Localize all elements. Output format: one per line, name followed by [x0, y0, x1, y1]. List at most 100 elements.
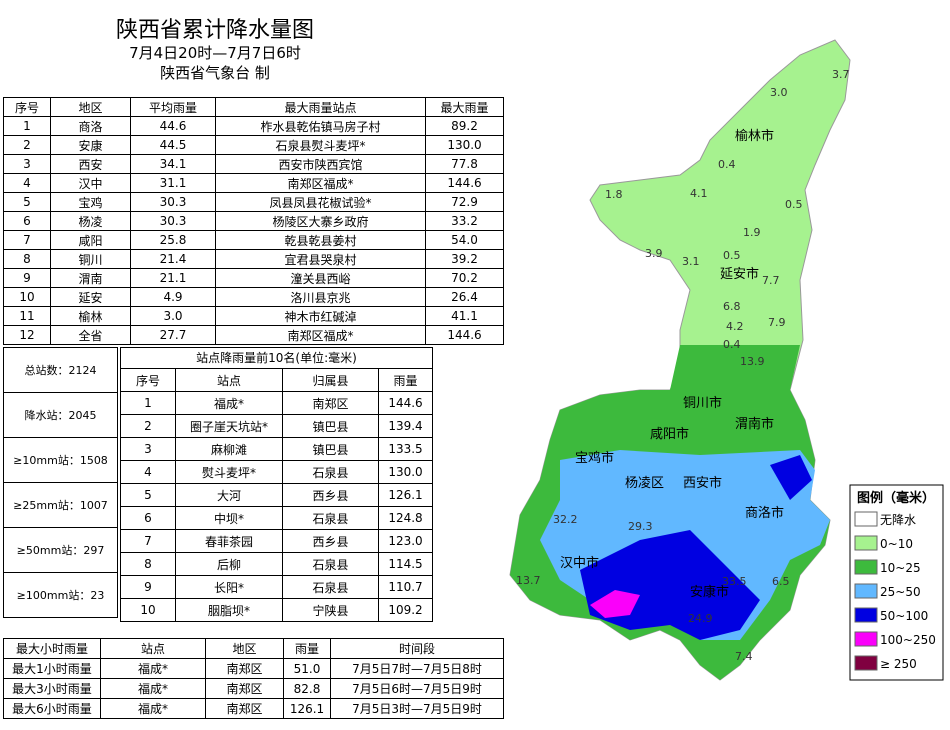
station-value: 6.8 [723, 300, 741, 313]
legend-swatch [854, 535, 878, 551]
table-row: 6 中坝* 石泉县 124.8 [120, 506, 433, 530]
city-label: 咸阳市 [650, 426, 689, 442]
table-cell: 宜君县哭泉村 [215, 249, 426, 269]
table-cell: 麻柳滩 [175, 437, 283, 461]
table-cell: 10 [120, 598, 176, 622]
zone-100-250 [590, 590, 640, 618]
station-value: 3.0 [770, 86, 788, 99]
station-value: 3.7 [832, 68, 850, 81]
table-cell: 7月5日7时—7月5日8时 [330, 658, 504, 679]
table-cell: 2 [3, 135, 51, 155]
station-value: 33.5 [722, 575, 747, 588]
station-value: 13.7 [516, 574, 541, 587]
station-value: 7.7 [762, 274, 780, 287]
table-cell: 4.9 [130, 287, 216, 307]
station-value: 29.3 [628, 520, 653, 533]
table-cell: 3 [120, 437, 176, 461]
table-cell: 最大雨量 [425, 97, 504, 117]
city-label: 宝鸡市 [575, 450, 614, 466]
table-cell: 11 [3, 306, 51, 326]
table-cell: 南郑区福成* [215, 173, 426, 193]
city-label: 西安市 [683, 475, 722, 491]
table-cell: 石泉县 [282, 506, 379, 530]
table-row: 10 胭脂坝* 宁陕县 109.2 [120, 598, 433, 622]
table-cell: 126.1 [378, 483, 433, 507]
table-cell: 长阳* [175, 575, 283, 599]
table-cell: 福成* [100, 698, 206, 719]
summary-cell: 降水站：2045 [3, 392, 118, 438]
city-label: 杨凌区 [625, 476, 664, 491]
table-cell: 杨陵区大寨乡政府 [215, 211, 426, 231]
legend-label: 25~50 [880, 585, 921, 599]
table-cell: 后柳 [175, 552, 283, 576]
legend-label: ≥ 250 [880, 657, 917, 671]
title: 陕西省累计降水量图 [115, 18, 314, 43]
table-cell: 30.3 [130, 192, 216, 212]
table-cell: 西安 [50, 154, 131, 174]
table-cell: 雨量 [378, 368, 433, 392]
table-cell: 神木市红碱淖 [215, 306, 426, 326]
table-cell: 144.6 [378, 391, 433, 415]
table-cell: 144.6 [425, 173, 504, 193]
table-cell: 133.5 [378, 437, 433, 461]
table-row: 2 安康 44.5 石泉县熨斗麦坪* 130.0 [3, 135, 504, 155]
table-cell: 渭南 [50, 268, 131, 288]
table-cell: 最大6小时雨量 [3, 698, 101, 719]
top10-table: 站点降雨量前10名(单位:毫米) 序号 站点 归属县 雨量 1 福成* 南郑区 144.6 2 圈子… [120, 347, 433, 622]
table-cell: 8 [120, 552, 176, 576]
table-cell: 最大小时雨量 [3, 638, 101, 659]
table-cell: 福成* [100, 658, 206, 679]
table-cell: 144.6 [425, 325, 504, 345]
table-cell: 123.0 [378, 529, 433, 553]
table-cell: 26.4 [425, 287, 504, 307]
table-cell: 9 [120, 575, 176, 599]
table-cell: 杨凌 [50, 211, 131, 231]
table-row: 最大1小时雨量 福成* 南郑区 51.0 7月5日7时—7月5日8时 [3, 658, 504, 679]
table-cell: 全省 [50, 325, 131, 345]
table-cell: 归属县 [282, 368, 379, 392]
table-row: 1 福成* 南郑区 144.6 [120, 391, 433, 415]
table-cell: 中坝* [175, 506, 283, 530]
table-cell: 安康 [50, 135, 131, 155]
table-cell: 6 [120, 506, 176, 530]
table-cell: 1 [3, 116, 51, 136]
city-label: 渭南市 [735, 416, 774, 432]
table-row: 3 西安 34.1 西安市陕西宾馆 77.8 [3, 154, 504, 174]
table-cell: 石泉县 [282, 552, 379, 576]
table-cell: 21.4 [130, 249, 216, 269]
zone-50-100 [770, 455, 812, 500]
station-value: 24.9 [688, 612, 713, 625]
table-cell: 7 [120, 529, 176, 553]
zone-25-50 [540, 450, 830, 640]
table-row: 最大3小时雨量 福成* 南郑区 82.8 7月5日6时—7月5日9时 [3, 678, 504, 699]
table-row: 4 汉中 31.1 南郑区福成* 144.6 [3, 173, 504, 193]
table-cell: 114.5 [378, 552, 433, 576]
table-cell: 汉中 [50, 173, 131, 193]
table-row: 最大6小时雨量 福成* 南郑区 126.1 7月5日3时—7月5日9时 [3, 698, 504, 719]
station-value: 0.4 [718, 158, 736, 171]
table-cell: 宁陕县 [282, 598, 379, 622]
station-value: 7.4 [735, 650, 753, 663]
summary-table: 总站数：2124 降水站：2045 ≥10mm站：1508 ≥25mm站：1007 ≥5… [3, 347, 118, 618]
province-0-10 [509, 39, 851, 681]
city-label: 安康市 [690, 584, 729, 600]
table-cell: 序号 [3, 97, 51, 117]
station-value: 0.4 [723, 338, 741, 351]
table-cell: 站点 [100, 638, 206, 659]
station-value: 4.1 [690, 187, 708, 200]
legend-swatch [854, 631, 878, 647]
table-cell: 最大雨量站点 [215, 97, 426, 117]
table-row: 序号 地区 平均雨量 最大雨量站点 最大雨量 [3, 97, 504, 117]
zone-50-100 [580, 530, 760, 640]
hourly-table: 最大小时雨量 站点 地区 雨量 时间段 最大1小时雨量 福成* 南郑区 51.0 7月5日7时—7… [3, 638, 504, 719]
legend-swatch [854, 511, 878, 527]
table-row: 5 大河 西乡县 126.1 [120, 483, 433, 507]
table-cell: 福成* [175, 391, 283, 415]
table-cell: 胭脂坝* [175, 598, 283, 622]
table-row: 9 渭南 21.1 潼关县西峪 70.2 [3, 268, 504, 288]
table-cell: 109.2 [378, 598, 433, 622]
table-cell: 124.8 [378, 506, 433, 530]
city-label: 铜川市 [683, 395, 722, 411]
table-cell: 榆林 [50, 306, 131, 326]
